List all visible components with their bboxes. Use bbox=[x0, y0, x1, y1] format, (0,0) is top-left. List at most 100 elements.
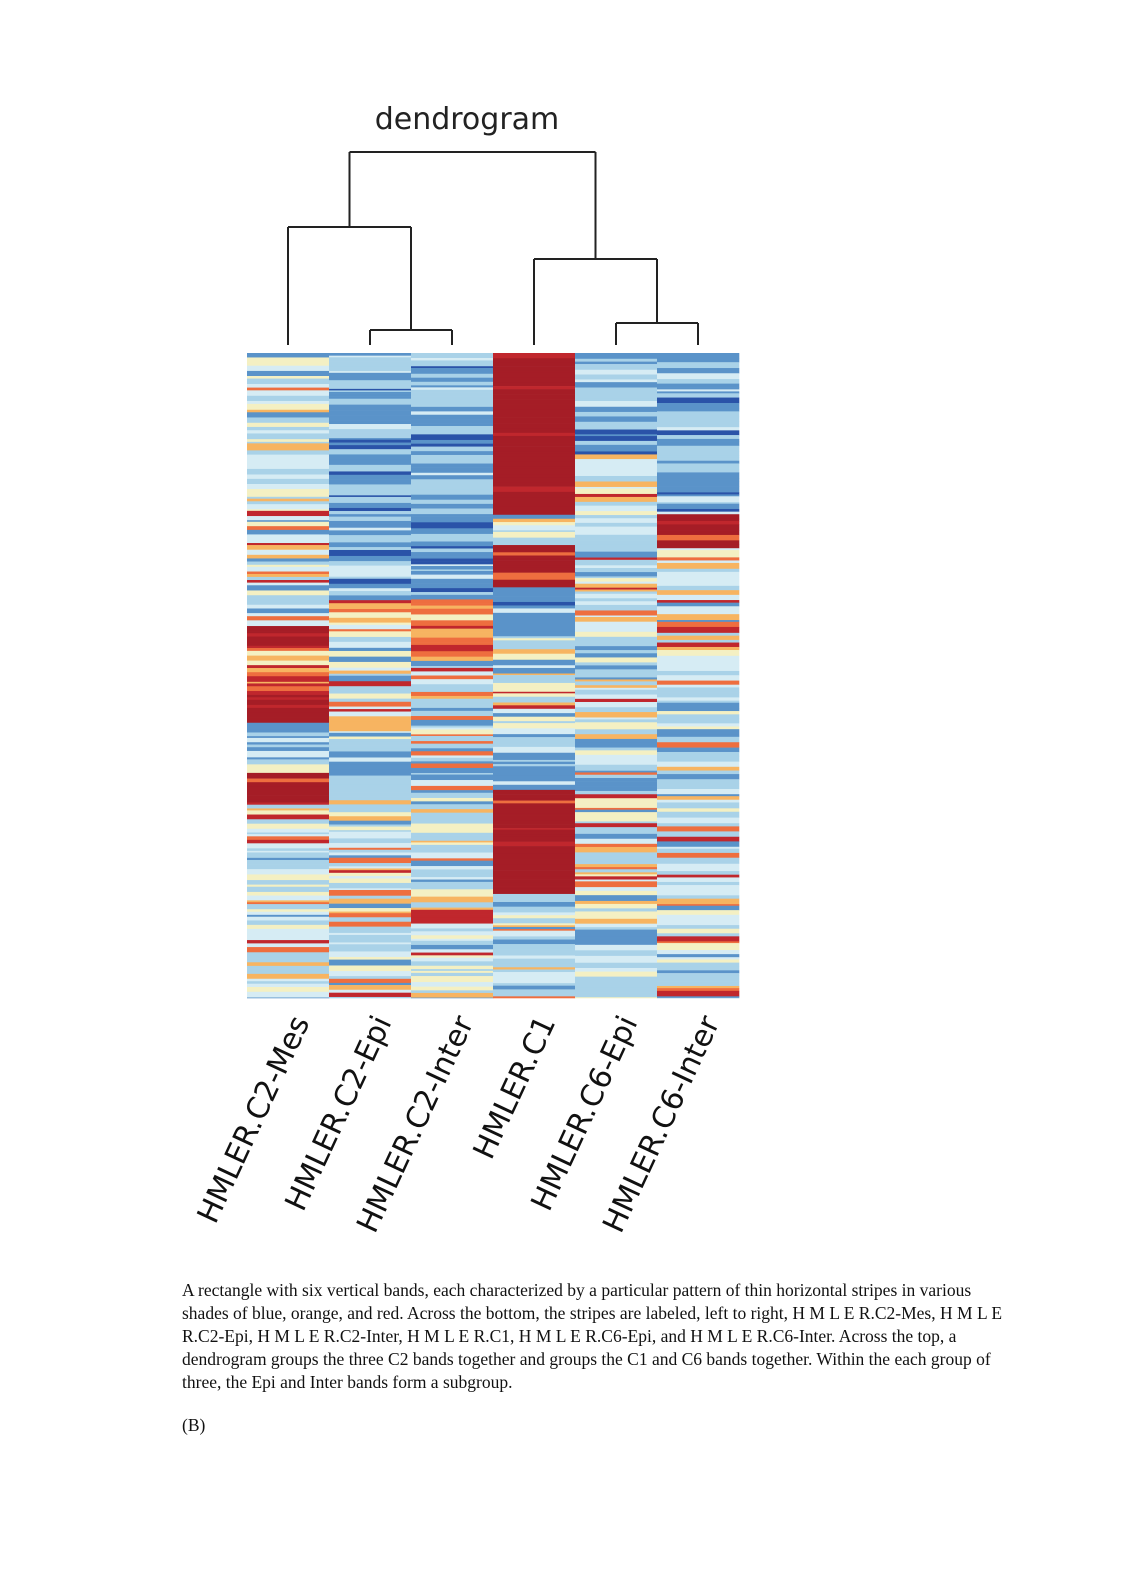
heatmap-cell bbox=[329, 911, 412, 914]
heatmap-cell bbox=[493, 665, 576, 669]
heatmap-cell bbox=[329, 561, 412, 566]
heatmap-cell bbox=[575, 798, 658, 804]
heatmap-cell bbox=[247, 439, 330, 443]
heatmap-cell bbox=[493, 848, 576, 854]
heatmap-cell bbox=[657, 885, 740, 892]
heatmap-cell bbox=[575, 353, 658, 360]
heatmap-cell bbox=[493, 474, 576, 479]
heatmap-cell bbox=[329, 617, 412, 623]
heatmap-cell bbox=[329, 921, 412, 927]
heatmap-cell bbox=[657, 655, 740, 661]
heatmap-cell bbox=[247, 660, 330, 666]
heatmap-cell bbox=[247, 727, 330, 731]
heatmap-cell bbox=[411, 628, 494, 633]
heatmap-cell bbox=[575, 934, 658, 937]
heatmap-cell bbox=[657, 700, 740, 704]
heatmap-cell bbox=[657, 430, 740, 436]
heatmap-cell bbox=[247, 973, 330, 980]
heatmap-cell bbox=[247, 620, 330, 627]
heatmap-cell bbox=[329, 855, 412, 859]
heatmap-cell bbox=[657, 397, 740, 404]
heatmap-cell bbox=[247, 900, 330, 903]
heatmap-cell bbox=[411, 972, 494, 977]
heatmap-cell bbox=[575, 685, 658, 689]
heatmap-cell bbox=[657, 904, 740, 907]
heatmap-cell bbox=[247, 376, 330, 379]
heatmap-cell bbox=[493, 969, 576, 973]
heatmap-cell bbox=[411, 486, 494, 490]
heatmap-cell bbox=[411, 637, 494, 643]
heatmap-cell bbox=[657, 594, 740, 601]
heatmap-cell bbox=[329, 686, 412, 692]
heatmap-cell bbox=[493, 404, 576, 410]
heatmap-cell bbox=[575, 816, 658, 822]
heatmap-cell bbox=[247, 510, 330, 517]
heatmap-cell bbox=[493, 879, 576, 883]
heatmap-cell bbox=[329, 595, 412, 601]
heatmap-cell bbox=[657, 747, 740, 753]
heatmap-cell bbox=[411, 546, 494, 549]
heatmap-cell bbox=[329, 946, 412, 952]
heatmap-cell bbox=[329, 971, 412, 977]
heatmap-cell bbox=[329, 383, 412, 390]
heatmap-cell bbox=[411, 608, 494, 615]
heatmap-cell bbox=[247, 850, 330, 853]
heatmap-cell bbox=[329, 393, 412, 397]
heatmap-cell bbox=[657, 966, 740, 971]
heatmap-cell bbox=[493, 673, 576, 676]
heatmap-cell bbox=[247, 832, 330, 835]
heatmap-cell bbox=[411, 686, 494, 693]
heatmap-cell bbox=[657, 675, 740, 681]
heatmap-cell bbox=[247, 454, 330, 459]
heatmap-cell bbox=[493, 864, 576, 871]
heatmap-cell bbox=[411, 523, 494, 529]
heatmap-cell bbox=[657, 544, 740, 549]
heatmap-cell bbox=[657, 933, 740, 937]
heatmap-cell bbox=[411, 381, 494, 386]
heatmap-cell bbox=[411, 797, 494, 802]
heatmap-cell bbox=[657, 650, 740, 657]
heatmap-cell bbox=[493, 631, 576, 637]
heatmap-cell bbox=[493, 723, 576, 729]
heatmap-cell bbox=[493, 572, 576, 577]
heatmap-cell bbox=[575, 451, 658, 455]
heatmap-cell bbox=[247, 962, 330, 967]
heatmap-cell bbox=[575, 764, 658, 772]
heatmap-cell bbox=[575, 794, 658, 799]
heatmap-cell bbox=[575, 379, 658, 383]
heatmap-cell bbox=[411, 774, 494, 781]
heatmap-cell bbox=[411, 392, 494, 397]
heatmap-cell bbox=[247, 978, 330, 982]
heatmap-cell bbox=[493, 798, 576, 801]
heatmap-cell bbox=[411, 651, 494, 657]
heatmap-cell bbox=[493, 831, 576, 835]
heatmap-cell bbox=[493, 482, 576, 487]
heatmap-cell bbox=[329, 932, 412, 936]
heatmap-cell bbox=[329, 820, 412, 825]
heatmap-cell bbox=[575, 567, 658, 573]
heatmap-cell bbox=[493, 912, 576, 916]
heatmap-cell bbox=[411, 755, 494, 759]
heatmap-cell bbox=[657, 389, 740, 392]
heatmap-cell bbox=[657, 802, 740, 809]
heatmap-cell bbox=[411, 605, 494, 610]
heatmap-cell bbox=[575, 831, 658, 835]
heatmap-cell bbox=[329, 809, 412, 813]
heatmap-cell bbox=[657, 540, 740, 545]
heatmap-cell bbox=[411, 944, 494, 950]
heatmap-cell bbox=[329, 673, 412, 677]
heatmap-cell bbox=[411, 761, 494, 764]
heatmap-cell bbox=[329, 976, 412, 980]
heatmap-cell bbox=[493, 561, 576, 566]
heatmap-cell bbox=[411, 564, 494, 567]
heatmap-cell bbox=[247, 616, 330, 621]
heatmap-cell bbox=[247, 450, 330, 455]
heatmap-cell bbox=[411, 644, 494, 649]
heatmap-cell bbox=[493, 579, 576, 584]
heatmap-cell bbox=[329, 852, 412, 856]
heatmap-cell bbox=[411, 836, 494, 842]
heatmap-cell bbox=[247, 717, 330, 724]
heatmap-cell bbox=[411, 902, 494, 908]
heatmap-cell bbox=[247, 736, 330, 739]
heatmap-cell bbox=[247, 729, 330, 733]
